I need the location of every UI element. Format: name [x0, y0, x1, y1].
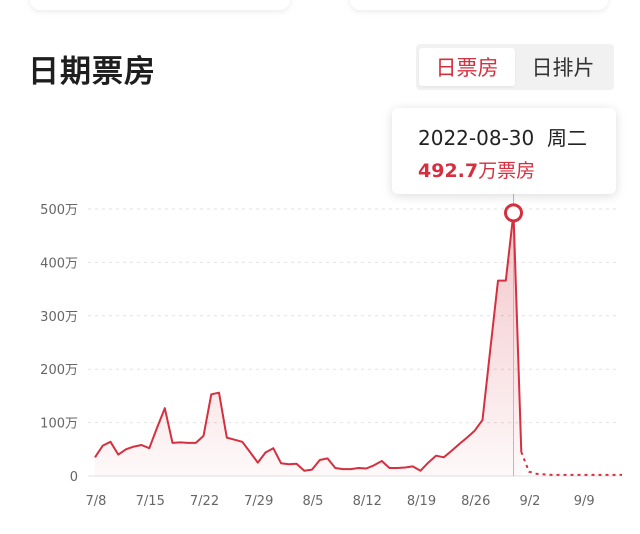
tab-daily-schedule[interactable]: 日排片: [531, 56, 595, 80]
x-tick-label: 9/9: [574, 494, 595, 509]
x-tick-label: 7/22: [190, 494, 219, 509]
x-tick-label: 8/19: [407, 494, 436, 509]
previous-card: [30, 0, 290, 10]
x-tick-label: 8/26: [461, 494, 490, 509]
previous-card: [350, 0, 608, 10]
x-tick-label: 8/12: [353, 494, 382, 509]
tab-daily-box-office[interactable]: 日票房: [419, 48, 515, 86]
x-axis: 7/8 7/15 7/22 7/29 8/5 8/12 8/19 8/26 9/2 9/9: [86, 494, 595, 509]
tooltip-date-line: 2022-08-30 周二: [418, 122, 587, 151]
tooltip-weekday: 周二: [546, 126, 587, 150]
x-tick-label: 8/5: [303, 494, 324, 509]
tooltip-value: 492.7: [418, 160, 479, 182]
page-title: 日期票房: [28, 54, 156, 90]
y-tick-label: 300万: [40, 310, 78, 325]
tooltip-unit: 万票房: [478, 160, 536, 182]
tooltip-value-line: 492.7万票房: [418, 156, 535, 183]
forecast-line: [520, 451, 622, 476]
data-tooltip: 2022-08-30 周二 492.7万票房: [392, 108, 616, 194]
box-office-area: [95, 212, 522, 476]
highlight-point[interactable]: [504, 203, 523, 223]
x-tick-label: 7/15: [136, 494, 165, 509]
x-tick-label: 9/2: [520, 494, 541, 509]
x-tick-label: 7/29: [244, 494, 273, 509]
view-tabs: 日票房 日排片: [416, 44, 614, 90]
y-tick-label: 400万: [40, 256, 78, 271]
tooltip-date: 2022-08-30: [418, 126, 535, 150]
y-axis: 0 100万 200万 300万 400万 500万: [40, 203, 78, 485]
y-tick-label: 500万: [40, 203, 78, 218]
y-tick-label: 100万: [40, 417, 78, 432]
y-tick-label: 200万: [40, 363, 78, 378]
y-tick-label: 0: [70, 470, 78, 485]
x-tick-label: 7/8: [86, 494, 107, 509]
box-office-line: [94, 211, 523, 472]
